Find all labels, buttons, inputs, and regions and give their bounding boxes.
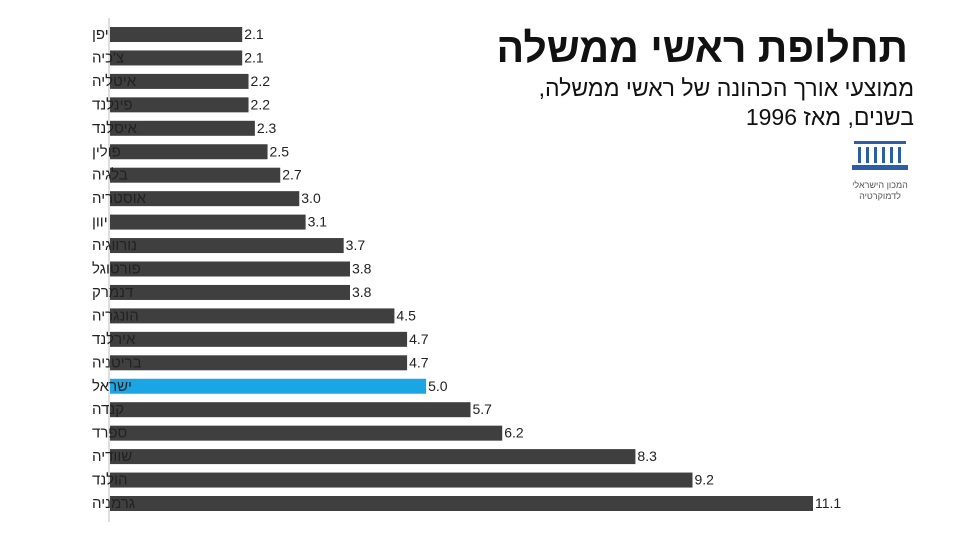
category-label-14: אירלנד — [92, 331, 136, 348]
category-label-9: יוון — [92, 214, 108, 231]
category-label-17: קנדה — [92, 401, 124, 418]
bar-4 — [110, 97, 249, 113]
value-label-7: 2.7 — [282, 167, 302, 183]
value-label-11: 3.8 — [352, 261, 372, 277]
category-label-4: פינלנד — [92, 96, 133, 113]
value-label-10: 3.7 — [346, 237, 366, 253]
value-label-6: 2.5 — [270, 143, 290, 159]
category-label-15: בריטניה — [92, 354, 142, 371]
bar-6 — [110, 144, 268, 160]
value-label-17: 5.7 — [473, 401, 493, 417]
bar-18 — [110, 425, 503, 441]
value-label-9: 3.1 — [308, 214, 328, 230]
bar-5 — [110, 120, 255, 136]
bar-16 — [110, 378, 427, 394]
category-label-19: שוודיה — [92, 448, 132, 465]
bar-10 — [110, 238, 344, 254]
bar-3 — [110, 73, 249, 89]
category-label-21: גרמניה — [92, 495, 135, 512]
value-label-2: 2.1 — [244, 49, 264, 65]
institute-logo-text-line-1: המכון הישראלי — [852, 180, 908, 190]
category-label-2: צ'כיה — [92, 49, 124, 66]
bar-14 — [110, 331, 408, 347]
value-label-14: 4.7 — [409, 331, 429, 347]
value-label-4: 2.2 — [251, 96, 271, 112]
institute-logo: המכון הישראלי לדמוקרטיה — [850, 140, 910, 202]
bar-21 — [110, 496, 813, 511]
value-label-8: 3.0 — [301, 190, 321, 206]
value-label-18: 6.2 — [504, 425, 524, 441]
chart-subtitle: ממוצעי אורך הכהונה של ראשי ממשלה, בשנים,… — [494, 74, 914, 132]
category-label-18: ספרד — [92, 425, 127, 442]
value-label-5: 2.3 — [257, 120, 277, 136]
bar-15 — [110, 355, 408, 371]
bars-group: 2.1 יפן 2.1 צ'כיה 2.2 איטליה 2.2 פינלנד 2.3 איסלנ… — [92, 26, 841, 512]
bar-12 — [110, 284, 351, 300]
category-label-6: פולין — [92, 143, 121, 160]
bar-2 — [110, 50, 243, 66]
chart-subtitle-line-2: בשנים, מאז 1996 — [745, 104, 914, 130]
chart-title: תחלופת ראשי ממשלה — [496, 25, 908, 71]
bar-11 — [110, 261, 351, 277]
category-label-12: דנמרק — [92, 284, 133, 301]
value-label-1: 2.1 — [244, 26, 264, 42]
category-label-10: נורווגיה — [92, 237, 137, 254]
bar-20 — [110, 472, 693, 488]
bar-1 — [110, 27, 243, 42]
category-label-16: ישראל — [92, 378, 132, 395]
institute-logo-text: המכון הישראלי לדמוקרטיה — [850, 180, 910, 202]
value-label-3: 2.2 — [251, 73, 271, 89]
category-label-1: יפן — [92, 26, 109, 43]
value-label-16: 5.0 — [428, 378, 448, 394]
bar-19 — [110, 449, 636, 465]
category-label-8: אוסטריה — [92, 190, 147, 207]
category-label-13: הונגריה — [92, 307, 139, 324]
chart-subtitle-line-1: ממוצעי אורך הכהונה של ראשי ממשלה, — [538, 75, 914, 101]
bar-8 — [110, 191, 300, 207]
category-label-7: בלגיה — [92, 167, 128, 184]
bar-13 — [110, 308, 395, 324]
category-label-20: הולנד — [92, 472, 128, 489]
institute-logo-icon — [852, 141, 908, 170]
category-label-5: איסלנד — [92, 120, 138, 137]
value-label-19: 8.3 — [637, 448, 657, 464]
value-label-15: 4.7 — [409, 354, 429, 370]
value-label-21: 11.1 — [815, 495, 841, 511]
institute-logo-text-line-2: לדמוקרטיה — [859, 191, 901, 201]
bar-9 — [110, 214, 306, 230]
bar-7 — [110, 167, 281, 183]
bar-17 — [110, 402, 471, 418]
value-label-13: 4.5 — [396, 307, 416, 323]
value-label-20: 9.2 — [694, 472, 714, 488]
value-label-12: 3.8 — [352, 284, 372, 300]
category-label-3: איטליה — [92, 73, 137, 90]
category-label-11: פורטוגל — [92, 261, 141, 278]
